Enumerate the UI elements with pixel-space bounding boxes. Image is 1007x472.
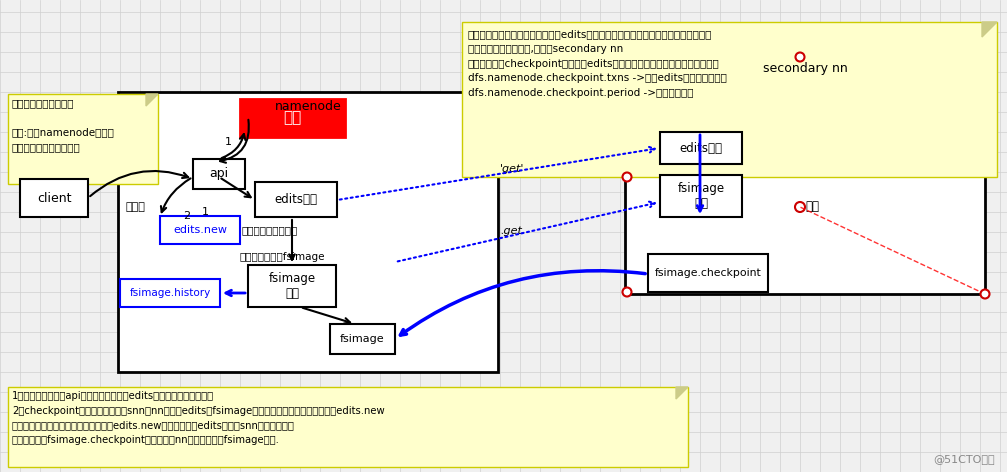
FancyBboxPatch shape [648, 254, 768, 292]
Text: 1客户端调用写操作api，这时会向内存和edits文件中记录相关操作。
2当checkpoint操作发生的时候，snn从nn上获取edits和fsimage文件: 1客户端调用写操作api，这时会向内存和edits文件中记录相关操作。 2当ch… [12, 391, 385, 446]
Text: 读请求就是直接读内存

如图:展示namenode对于储
存结构管理的写请求操作: 读请求就是直接读内存 如图:展示namenode对于储 存结构管理的写请求操作 [12, 98, 115, 152]
FancyBboxPatch shape [240, 99, 345, 137]
Text: client: client [36, 192, 71, 204]
Circle shape [622, 172, 631, 182]
Text: 2: 2 [183, 211, 190, 221]
Text: edits.new: edits.new [173, 225, 227, 235]
Text: 启动时会合并到fsimage: 启动时会合并到fsimage [240, 252, 325, 262]
Text: secondary nn: secondary nn [762, 62, 847, 75]
Text: fsimage
文件: fsimage 文件 [269, 272, 315, 300]
FancyBboxPatch shape [8, 94, 158, 184]
Circle shape [981, 289, 990, 298]
Text: 内存: 内存 [283, 110, 302, 126]
Text: 1: 1 [201, 207, 208, 217]
Text: fsimage.checkpoint: fsimage.checkpoint [655, 268, 761, 278]
FancyBboxPatch shape [160, 216, 240, 244]
FancyBboxPatch shape [20, 179, 88, 217]
Circle shape [622, 287, 631, 296]
Circle shape [796, 52, 805, 61]
FancyBboxPatch shape [660, 175, 742, 217]
Text: 'get': 'get' [500, 164, 525, 174]
FancyBboxPatch shape [120, 279, 220, 307]
Text: edits文件: edits文件 [680, 142, 722, 154]
Text: @51CTO博客: @51CTO博客 [933, 454, 995, 464]
Polygon shape [676, 387, 688, 399]
Polygon shape [146, 94, 158, 106]
FancyBboxPatch shape [660, 132, 742, 164]
Text: edits文件: edits文件 [275, 193, 317, 206]
Circle shape [795, 202, 805, 212]
FancyBboxPatch shape [248, 265, 336, 307]
FancyBboxPatch shape [462, 22, 997, 177]
FancyBboxPatch shape [118, 92, 498, 372]
FancyBboxPatch shape [330, 324, 395, 354]
Polygon shape [982, 22, 997, 37]
FancyBboxPatch shape [255, 182, 337, 217]
FancyBboxPatch shape [8, 387, 688, 467]
Text: fsimage: fsimage [340, 334, 385, 344]
Text: fsimage.history: fsimage.history [129, 288, 210, 298]
Text: 合并: 合并 [805, 201, 819, 213]
Text: fsimage
文件: fsimage 文件 [678, 182, 725, 210]
FancyBboxPatch shape [193, 159, 245, 189]
Text: 写请求: 写请求 [125, 202, 145, 212]
Text: 1: 1 [225, 137, 232, 147]
Text: api: api [209, 168, 229, 180]
Text: 启动时会加载到内存: 启动时会加载到内存 [242, 225, 298, 235]
FancyBboxPatch shape [625, 54, 985, 294]
Text: 因为启动的时候做合并操作，如果edits文件太大，那么启动会占用大量时间，而且集
群运行起来一般不重启,故有了secondary nn
根据检查点（checkp: 因为启动的时候做合并操作，如果edits文件太大，那么启动会占用大量时间，而且集… [468, 29, 727, 98]
Text: namenode: namenode [275, 100, 341, 113]
Text: .get: .get [500, 226, 522, 236]
